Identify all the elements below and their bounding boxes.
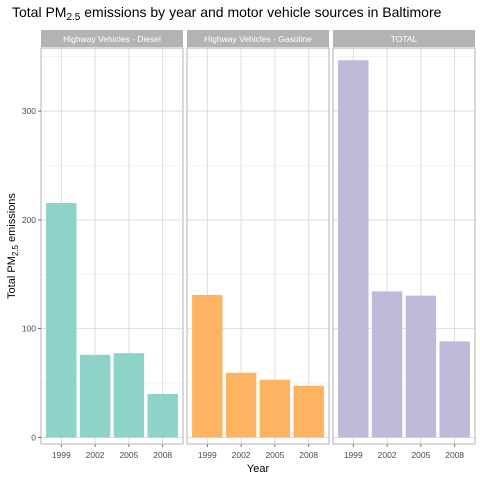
y-tick-label: 0 — [31, 432, 36, 442]
x-axis-title: Year — [247, 463, 270, 475]
title-pre: Total PM — [12, 4, 66, 20]
bar — [439, 341, 470, 438]
facet-strip-label: Highway Vehicles - Diesel — [63, 34, 161, 44]
facet-panel: Highway Vehicles - Gasoline 1999 2002 2005 2… — [186, 30, 330, 460]
x-tick-label: 2008 — [445, 450, 464, 460]
bar — [405, 295, 437, 438]
bar — [371, 291, 403, 438]
y-axis: 0 100 200 300 — [22, 106, 41, 442]
y-tick-label: 300 — [22, 106, 36, 116]
x-tick-label: 2008 — [153, 450, 172, 460]
chart-title: Total PM2.5 emissions by year and motor … — [12, 4, 442, 23]
facet-strip — [41, 30, 183, 47]
bar — [192, 294, 223, 438]
panel-border — [186, 47, 330, 445]
x-tick-label: 1999 — [52, 450, 71, 460]
facet-panels: Highway Vehicles - Diesel 1999 2002 2005 200… — [40, 30, 476, 460]
bar — [259, 379, 291, 438]
x-tick-label: 2002 — [86, 450, 105, 460]
panel-border — [332, 47, 476, 445]
x-tick-label: 2002 — [232, 450, 251, 460]
title-sub: 2.5 — [66, 12, 80, 23]
x-tick-label: 2008 — [299, 450, 318, 460]
panel-border — [40, 47, 184, 445]
ylabel-post: emissions — [6, 193, 18, 245]
facet-strip — [187, 30, 329, 47]
facet-strip-label: Highway Vehicles - Gasoline — [204, 34, 312, 44]
ylabel-pre: Total PM — [6, 256, 18, 299]
bar — [46, 203, 77, 438]
x-tick-label: 1999 — [198, 450, 217, 460]
x-tick-label: 2005 — [119, 450, 138, 460]
ylabel-sub: 2.5 — [11, 244, 20, 256]
bar — [293, 385, 324, 438]
bar — [113, 353, 145, 438]
y-axis-title: Total PM2.5 emissions — [6, 193, 20, 299]
title-post: emissions by year and motor vehicle sour… — [80, 4, 441, 20]
bar — [79, 354, 111, 438]
bar — [338, 60, 369, 438]
bar — [225, 372, 257, 438]
y-tick-label: 100 — [22, 324, 36, 334]
facet-panel: Highway Vehicles - Diesel 1999 2002 2005 200… — [40, 30, 184, 460]
facet-strip — [333, 30, 475, 47]
facet-strip-label: TOTAL — [391, 34, 418, 44]
y-tick-label: 200 — [22, 215, 36, 225]
x-tick-label: 2005 — [411, 450, 430, 460]
x-tick-label: 2002 — [378, 450, 397, 460]
x-tick-label: 2005 — [265, 450, 284, 460]
x-tick-label: 1999 — [344, 450, 363, 460]
facet-panel: TOTAL 1999 2002 2005 2008 — [332, 30, 476, 460]
bar — [147, 393, 178, 438]
